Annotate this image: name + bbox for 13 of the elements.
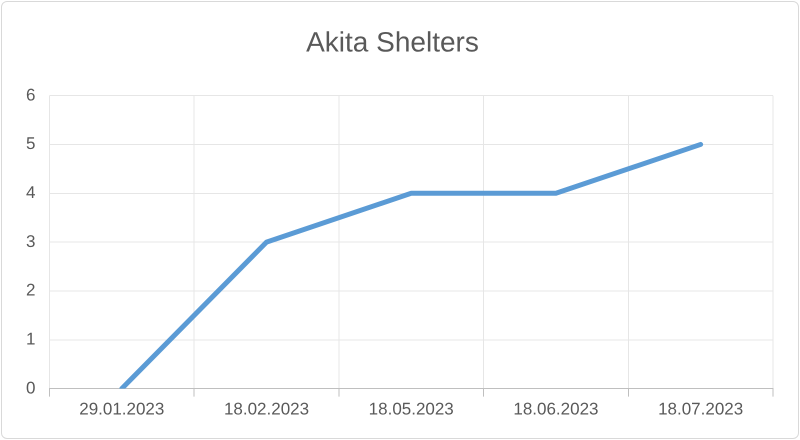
x-tick-label: 29.01.2023 [79,399,164,418]
y-tick-label: 1 [26,329,36,348]
x-tick-label: 18.06.2023 [513,399,598,418]
y-tick-label: 6 [26,85,36,104]
x-tick-label: 18.02.2023 [224,399,310,418]
chart-title: Akita Shelters [306,26,479,58]
x-tick-label: 18.07.2023 [658,399,744,418]
y-tick-label: 2 [26,280,36,300]
y-tick-label: 4 [26,182,36,202]
y-tick-label: 3 [26,232,36,251]
x-tick-label: 18.05.2023 [368,399,454,418]
y-tick-label: 0 [26,378,36,398]
y-tick-label: 5 [26,134,36,154]
